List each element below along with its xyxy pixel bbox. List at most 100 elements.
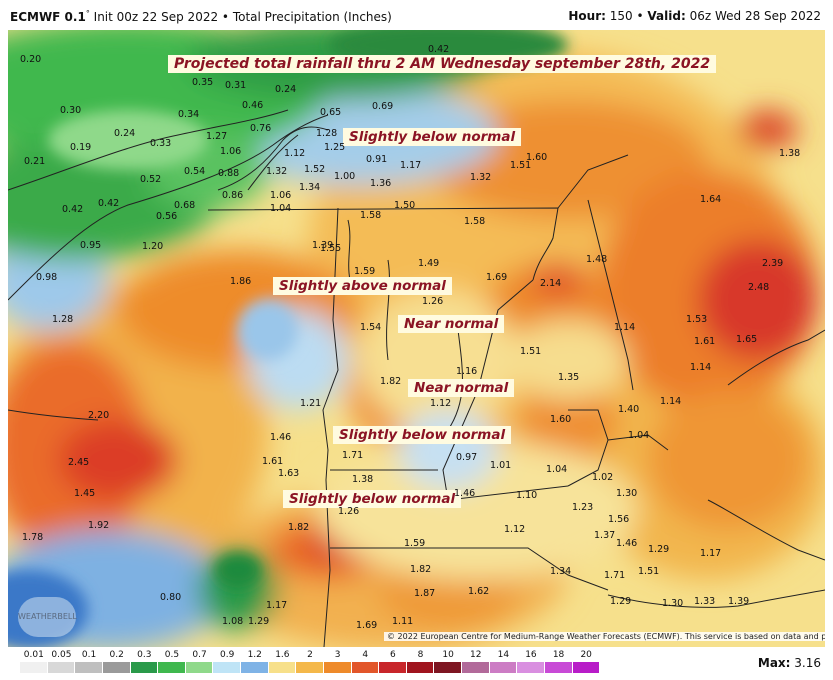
value-label: 1.27: [206, 131, 228, 142]
scale-tick-label: 8: [417, 650, 424, 660]
value-label: 0.19: [70, 142, 92, 153]
value-label: 0.33: [150, 138, 172, 149]
scale-swatch: [462, 662, 490, 673]
value-label: 0.52: [140, 174, 162, 185]
scale-tick-label: 20: [580, 650, 592, 660]
scale-tick-label: 14: [497, 650, 510, 660]
value-label: 1.38: [779, 148, 801, 159]
annotation-slightly-above-normal: Slightly above normal: [273, 277, 452, 295]
value-label: 1.06: [270, 190, 292, 201]
value-label: 1.40: [618, 404, 640, 415]
scale-swatch: [434, 662, 462, 673]
scale-tick-label: 1.2: [247, 650, 262, 660]
scale-tick-label: 0.3: [137, 650, 152, 660]
value-label: 1.62: [468, 586, 490, 597]
value-label: 1.23: [572, 502, 594, 513]
boundaries: [8, 109, 825, 647]
value-label: 1.54: [360, 322, 382, 333]
value-label: 1.01: [490, 460, 512, 471]
value-label: 1.59: [404, 538, 426, 549]
value-label: 0.56: [156, 211, 178, 222]
scale-swatch: [158, 662, 186, 673]
value-label: 1.04: [628, 430, 650, 441]
value-label: 1.29: [648, 544, 670, 555]
value-label: 1.50: [394, 200, 416, 211]
value-label: 1.92: [88, 520, 110, 531]
scale-tick-label: 16: [525, 650, 537, 660]
annotation-slightly-below-normal-2: Slightly below normal: [333, 426, 512, 444]
value-label: 1.49: [418, 258, 440, 269]
value-label: 1.46: [454, 488, 476, 499]
value-label: 1.26: [422, 296, 444, 307]
value-label: 1.25: [324, 142, 346, 153]
value-label: 1.17: [700, 548, 722, 559]
scale-tick-label: 18: [552, 650, 565, 660]
scale-swatch: [102, 662, 131, 673]
scale-swatch: [268, 662, 297, 673]
value-label: 1.52: [304, 164, 326, 175]
scale-tick-label: 6: [389, 650, 396, 660]
value-label: 0.42: [62, 204, 84, 215]
value-label: 1.59: [354, 266, 376, 277]
value-label: 1.29: [248, 616, 270, 627]
logo-text: WEATHERBELL: [18, 612, 77, 621]
value-label: 0.24: [114, 128, 136, 139]
value-label: 0.88: [218, 168, 240, 179]
value-label: 0.34: [178, 109, 200, 120]
max-value: Max: 3.16: [758, 656, 821, 670]
scale-swatches: [20, 662, 601, 673]
value-label: 1.55: [320, 243, 342, 254]
product-name: Total Precipitation (Inches): [232, 10, 392, 24]
value-label: 1.86: [230, 276, 252, 287]
value-label: 1.14: [614, 322, 636, 333]
value-label: 0.76: [250, 123, 272, 134]
scale-tick-label: 12: [469, 650, 482, 660]
init-time: Init 00z 22 Sep 2022: [93, 10, 219, 24]
weatherbell-logo: WEATHERBELL: [18, 597, 77, 637]
value-label: 1.14: [660, 396, 682, 407]
value-label: 1.20: [142, 241, 164, 252]
value-label: 1.60: [526, 152, 548, 163]
precipitation-map: Projected total rainfall thru 2 AM Wedne…: [8, 30, 825, 647]
value-label: 0.42: [98, 198, 120, 209]
value-label: 1.87: [414, 588, 436, 599]
value-label: 1.12: [504, 524, 526, 535]
value-label: 1.53: [686, 314, 708, 325]
scale-tick-label: 0.7: [192, 650, 207, 660]
value-label: 0.54: [184, 166, 206, 177]
value-label: 1.35: [558, 372, 580, 383]
value-label: 1.61: [694, 336, 716, 347]
value-label: 0.31: [225, 80, 247, 91]
value-label: 1.82: [410, 564, 432, 575]
value-label: 1.32: [266, 166, 288, 177]
value-label: 1.17: [400, 160, 422, 171]
value-label: 1.38: [352, 474, 374, 485]
value-label: 1.11: [392, 616, 414, 627]
value-label: 0.42: [428, 44, 450, 55]
scale-tick-label: 0.9: [219, 650, 235, 660]
value-label: 1.46: [270, 432, 292, 443]
value-label: 1.14: [690, 362, 712, 373]
value-label: 0.95: [80, 240, 102, 251]
value-label: 0.80: [160, 592, 182, 603]
value-label: 0.97: [456, 452, 478, 463]
scale-tick-label: 0.5: [164, 650, 180, 660]
value-label: 1.34: [550, 566, 572, 577]
value-label: 2.48: [748, 282, 770, 293]
value-label: 1.32: [470, 172, 492, 183]
value-label: 1.39: [312, 240, 334, 251]
value-label: 0.30: [60, 105, 82, 116]
scale-tick-label: 10: [442, 650, 454, 660]
scale-tick-label: 4: [362, 650, 369, 660]
value-label: 1.56: [608, 514, 630, 525]
value-label: 1.06: [220, 146, 242, 157]
scale-swatch: [323, 662, 352, 673]
value-label: 0.21: [24, 156, 46, 167]
value-label: 1.61: [262, 456, 284, 467]
header-right: Hour: 150 • Valid: 06z Wed 28 Sep 2022: [568, 9, 821, 23]
bullet-separator-2: •: [636, 9, 644, 23]
value-label: 1.46: [616, 538, 638, 549]
value-label: 1.04: [270, 203, 292, 214]
scale-tick-label: 1.6: [275, 650, 290, 660]
scale-swatch: [517, 662, 545, 673]
